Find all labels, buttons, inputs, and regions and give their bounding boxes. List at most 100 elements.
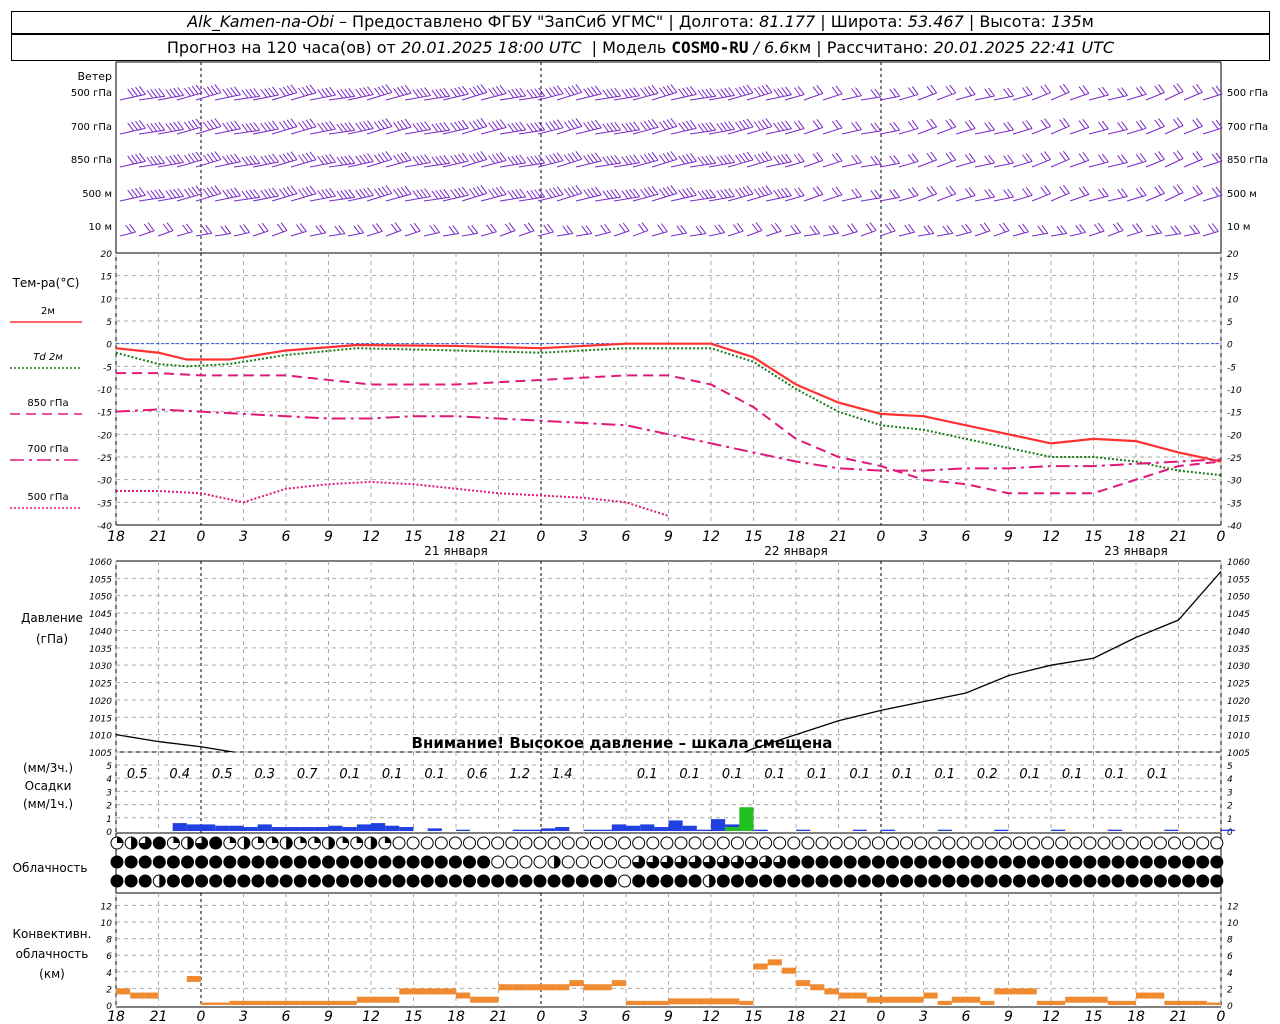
- cloud-fill: [111, 856, 123, 868]
- wind-barb: [366, 125, 393, 135]
- wind-barb-feather: [143, 223, 151, 233]
- wind-barb-feather: [1025, 120, 1033, 129]
- precip-3h-total: 0.2: [977, 767, 998, 782]
- wind-barb-feather: [709, 154, 717, 164]
- press-tick-label: 1030: [89, 662, 112, 672]
- alt-value: 135: [1051, 12, 1082, 31]
- conv-bar: [569, 980, 584, 987]
- wind-barb-feather: [923, 225, 931, 235]
- wind-barb-feather: [979, 223, 987, 233]
- temp-tick-label-right: -25: [1227, 454, 1242, 464]
- wind-barb: [537, 231, 554, 237]
- cloud-fill: [675, 856, 687, 868]
- wind-barb-feather: [907, 154, 915, 163]
- wind-barb-feather: [670, 185, 678, 194]
- wind-barb-feather: [585, 225, 593, 234]
- wind-barb: [803, 92, 824, 101]
- cloud-fill: [1041, 856, 1054, 868]
- wind-barb-feather: [621, 89, 629, 99]
- conv-bar: [385, 996, 400, 1003]
- wind-barb-feather: [177, 188, 184, 197]
- wind-barb-feather: [272, 120, 279, 130]
- wind-barb-feather: [195, 84, 203, 94]
- wind-barb-feather: [261, 222, 269, 232]
- wind-barb-feather: [571, 119, 579, 128]
- wind-barb-feather: [765, 151, 773, 160]
- wind-barb-feather: [724, 87, 732, 97]
- wind-barb-feather: [234, 187, 241, 197]
- wind-barb-feather: [480, 151, 488, 160]
- cloud-fill: [117, 837, 123, 843]
- wind-barb-feather: [298, 87, 305, 97]
- wind-barb-feather: [1158, 118, 1165, 127]
- time-axis-bottom-tick-label: 12: [1042, 1009, 1060, 1024]
- wind-barb-feather: [507, 190, 515, 200]
- wind-level-label: 500 гПа: [71, 88, 112, 99]
- wind-barb-feather: [755, 222, 763, 231]
- cloud-fill: [378, 875, 391, 887]
- cloud-fill: [280, 875, 293, 887]
- press-tick-label-right: 1020: [1227, 697, 1250, 707]
- wind-barb-feather: [166, 222, 174, 231]
- conv-bar: [796, 980, 811, 987]
- wind-barb-feather: [214, 84, 222, 93]
- wind-barb-feather: [777, 88, 785, 97]
- wind-barb-feather: [191, 186, 199, 196]
- wind-barb-feather: [855, 87, 862, 96]
- cloud-fill: [195, 837, 208, 849]
- wind-barb-feather: [911, 187, 919, 196]
- wind-barb-feather: [363, 121, 370, 130]
- time-axis-bottom-tick-label: 9: [664, 1009, 673, 1024]
- wind-barb: [803, 126, 824, 135]
- wind-barb-feather: [678, 155, 686, 165]
- time-axis-bottom-tick-label: 18: [1127, 1009, 1145, 1024]
- cloud-fill: [139, 875, 152, 887]
- wind-barb-feather: [701, 89, 709, 98]
- wind-barb-feather: [855, 121, 862, 130]
- wind-barb-feather: [511, 189, 519, 199]
- wind-barb-feather: [930, 118, 938, 128]
- wind-barb-feather: [1079, 224, 1087, 233]
- wind-barb-feather: [363, 188, 370, 197]
- wind-barb-feather: [874, 155, 882, 165]
- wind-barb-feather: [443, 121, 451, 131]
- cloud-fill: [971, 856, 984, 868]
- wind-barb: [1088, 195, 1109, 202]
- wind-barb-feather: [431, 89, 439, 99]
- wind-barb-feather: [575, 185, 583, 194]
- wind-barb: [556, 232, 573, 237]
- wind-barb-feather: [373, 154, 381, 164]
- wind-barb-feather: [127, 122, 135, 132]
- temp-tick-label-right: 15: [1227, 273, 1239, 283]
- wind-barb-feather: [450, 122, 458, 132]
- cloud-fill: [971, 875, 984, 887]
- wind-barb: [879, 196, 900, 202]
- cloud-fill: [266, 856, 279, 868]
- wind-barb-feather: [1132, 224, 1139, 233]
- wind-barb-feather: [348, 122, 356, 131]
- wind-barb: [955, 160, 976, 168]
- wind-barb-feather: [1098, 154, 1105, 164]
- wind-barb-feather: [203, 121, 210, 131]
- wind-barb-feather: [458, 187, 465, 197]
- wind-barb-feather: [1059, 152, 1067, 162]
- wind-barb-feather: [336, 156, 344, 166]
- wind-barb-feather: [543, 224, 551, 234]
- wind-barb-feather: [855, 188, 862, 197]
- wind-barb-feather: [230, 87, 237, 96]
- wind-barb-feather: [757, 120, 765, 130]
- wind-barb-feather: [187, 153, 195, 163]
- wind-barb: [575, 232, 592, 237]
- wind-barb: [1069, 231, 1086, 237]
- time-axis-tick-label: 21: [150, 529, 168, 545]
- wind-barb-feather: [662, 86, 670, 96]
- wind-barb-feather: [317, 156, 325, 165]
- wind-barb: [784, 128, 805, 135]
- conv-bar: [215, 1002, 230, 1005]
- wind-barb-feather: [377, 120, 385, 130]
- precip-unit-1h: (мм/1ч.): [23, 797, 73, 811]
- wind-barb-feather: [545, 122, 552, 131]
- wind-barb-feather: [1007, 121, 1014, 131]
- temp-series-3: [115, 408, 1222, 472]
- cloud-fill: [1112, 856, 1125, 868]
